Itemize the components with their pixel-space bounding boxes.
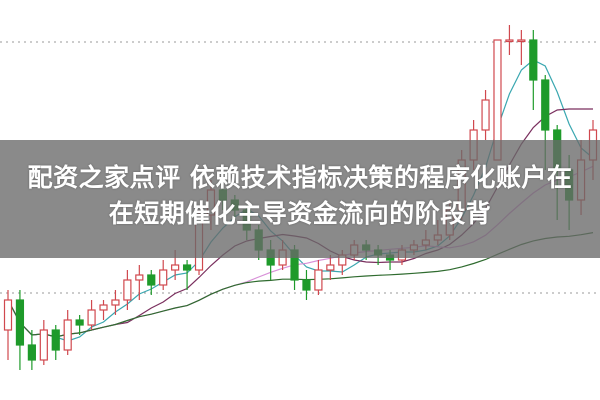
title-overlay-band	[0, 140, 600, 258]
candle-body	[529, 39, 538, 81]
candle-body	[505, 39, 514, 43]
candle-body	[111, 299, 120, 306]
candle-body	[27, 344, 36, 361]
title-line-2: 在短期催化主导资金流向的阶段背	[108, 199, 492, 228]
candle-body	[99, 304, 108, 311]
candle-body	[302, 279, 311, 291]
candle-body	[135, 274, 144, 281]
candle-body	[171, 264, 180, 271]
candle-body	[15, 299, 25, 346]
candle-body	[159, 269, 168, 286]
candle-body	[39, 329, 48, 361]
candle-body	[63, 319, 72, 351]
candle-body	[314, 269, 323, 291]
article-title: 配资之家点评 依赖技术指标决策的程序化账户在 在短期催化主导资金流向的阶段背	[0, 160, 600, 232]
candle-body	[182, 264, 192, 271]
candle-body	[481, 99, 490, 131]
candle-body	[51, 329, 60, 351]
candle-body	[3, 299, 13, 331]
title-line-1: 配资之家点评 依赖技术指标决策的程序化账户在	[27, 163, 573, 192]
candle-body	[326, 264, 335, 271]
candle-body	[517, 39, 526, 43]
candle-body	[147, 274, 156, 286]
candle-body	[123, 279, 132, 301]
candle-body	[75, 319, 84, 326]
candle-body	[541, 79, 550, 131]
candle-body	[87, 309, 96, 326]
